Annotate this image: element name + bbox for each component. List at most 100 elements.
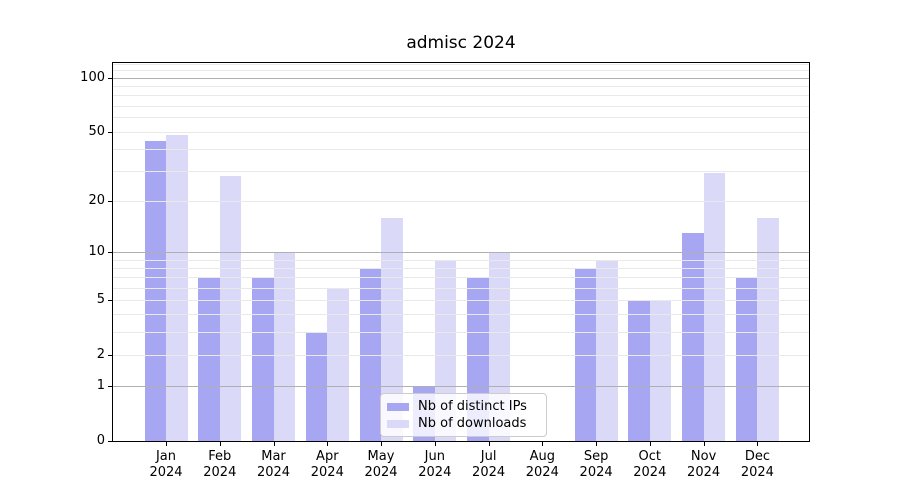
- x-axis-label-aug: Aug 2024: [514, 449, 570, 481]
- minor-gridline: [113, 314, 809, 316]
- year-label: 2024: [256, 465, 291, 480]
- minor-gridline: [113, 170, 809, 172]
- bar-distinct-ips: [144, 141, 166, 441]
- x-axis-label-apr: Apr 2024: [299, 449, 355, 481]
- year-label: 2024: [579, 465, 613, 480]
- x-axis-label-nov: Nov 2024: [676, 449, 732, 481]
- y-axis-tick: [108, 441, 112, 442]
- y-axis-tick-label: 0: [96, 433, 105, 448]
- y-axis-tick: [108, 77, 112, 79]
- major-gridline: [113, 77, 809, 79]
- legend: Nb of distinct IPs Nb of downloads: [380, 393, 547, 437]
- bar-downloads: [757, 218, 779, 441]
- x-axis-label-dec: Dec 2024: [729, 449, 785, 481]
- month-label: Dec: [744, 449, 770, 464]
- year-label: 2024: [472, 465, 506, 480]
- minor-gridline: [113, 148, 809, 150]
- x-axis-tick: [542, 442, 544, 446]
- minor-gridline: [113, 105, 809, 107]
- y-axis-tick: [108, 252, 112, 254]
- y-axis-tick: [108, 299, 112, 301]
- x-axis-label-oct: Oct 2024: [622, 449, 678, 481]
- x-axis-tick: [434, 442, 436, 446]
- x-axis-tick: [488, 442, 490, 446]
- minor-gridline: [113, 354, 809, 356]
- minor-gridline: [113, 70, 809, 72]
- y-axis-tick-label: 100: [80, 69, 105, 85]
- y-axis-tick-label: 1: [96, 378, 105, 394]
- year-label: 2024: [740, 465, 774, 480]
- bar-downloads: [327, 287, 349, 441]
- month-label: Mar: [261, 449, 286, 464]
- y-axis-tick: [108, 131, 112, 133]
- year-label: 2024: [364, 465, 398, 480]
- minor-gridline: [113, 277, 809, 279]
- minor-gridline: [113, 85, 809, 87]
- month-label: May: [367, 449, 395, 464]
- minor-gridline: [113, 201, 809, 203]
- x-axis-tick: [381, 442, 382, 446]
- year-label: 2024: [633, 465, 667, 480]
- bar-downloads: [703, 173, 726, 441]
- y-axis-tick-label: 10: [88, 244, 105, 260]
- bar-distinct-ips: [735, 277, 758, 441]
- x-axis-tick: [166, 442, 167, 446]
- year-label: 2024: [418, 465, 452, 480]
- major-gridline: [113, 386, 809, 388]
- minor-gridline: [113, 117, 809, 119]
- x-axis-tick: [596, 442, 598, 446]
- minor-gridline: [113, 268, 809, 270]
- x-axis-tick: [649, 442, 651, 446]
- bar-downloads: [219, 176, 242, 441]
- y-axis-tick-label: 5: [96, 291, 105, 307]
- month-label: Jul: [480, 449, 497, 464]
- bar-distinct-ips: [252, 277, 274, 441]
- minor-gridline: [113, 131, 809, 133]
- x-axis-label-sep: Sep 2024: [568, 449, 624, 481]
- year-label: 2024: [687, 465, 721, 480]
- bar-distinct-ips: [682, 233, 704, 441]
- month-label: Apr: [316, 449, 339, 464]
- x-axis-label-may: May 2024: [353, 449, 409, 481]
- legend-swatch-distinct-ips: [387, 402, 409, 411]
- x-axis-tick: [273, 442, 275, 446]
- minor-gridline: [113, 331, 809, 333]
- month-label: Feb: [208, 449, 232, 464]
- bar-distinct-ips: [628, 300, 650, 441]
- x-axis-tick: [703, 442, 705, 446]
- y-axis-tick-label: 20: [88, 193, 105, 209]
- x-axis-label-jun: Jun 2024: [407, 449, 463, 481]
- chart-title: admisc 2024: [406, 33, 516, 53]
- x-axis-label-jan: Jan 2024: [138, 449, 194, 481]
- month-label: Aug: [529, 449, 555, 464]
- x-axis-label-jul: Jul 2024: [461, 449, 517, 481]
- bar-distinct-ips: [198, 277, 220, 441]
- legend-entry-downloads: Nb of downloads: [387, 416, 538, 431]
- minor-gridline: [113, 299, 809, 301]
- year-label: 2024: [525, 465, 559, 480]
- x-axis-label-feb: Feb 2024: [192, 449, 248, 481]
- x-axis-tick: [219, 442, 221, 446]
- bar-downloads: [273, 252, 295, 441]
- bar-downloads: [596, 259, 618, 441]
- y-axis-tick-label: 2: [96, 346, 105, 362]
- minor-gridline: [113, 95, 809, 97]
- legend-swatch-downloads: [387, 419, 409, 428]
- legend-label-distinct-ips: Nb of distinct IPs: [418, 399, 527, 414]
- bar-downloads: [649, 300, 672, 441]
- x-axis-label-mar: Mar 2024: [246, 449, 302, 481]
- major-gridline: [113, 252, 809, 254]
- minor-gridline: [113, 63, 809, 65]
- month-label: Sep: [583, 449, 609, 464]
- month-label: Jun: [424, 449, 445, 464]
- x-axis-tick: [757, 442, 759, 446]
- year-label: 2024: [310, 465, 344, 480]
- year-label: 2024: [149, 465, 183, 480]
- bar-downloads: [381, 218, 403, 441]
- y-axis-tick-label: 50: [88, 123, 105, 139]
- month-label: Nov: [690, 449, 717, 464]
- y-axis-tick: [108, 201, 112, 203]
- month-label: Jan: [155, 449, 177, 464]
- x-axis-tick: [327, 442, 329, 446]
